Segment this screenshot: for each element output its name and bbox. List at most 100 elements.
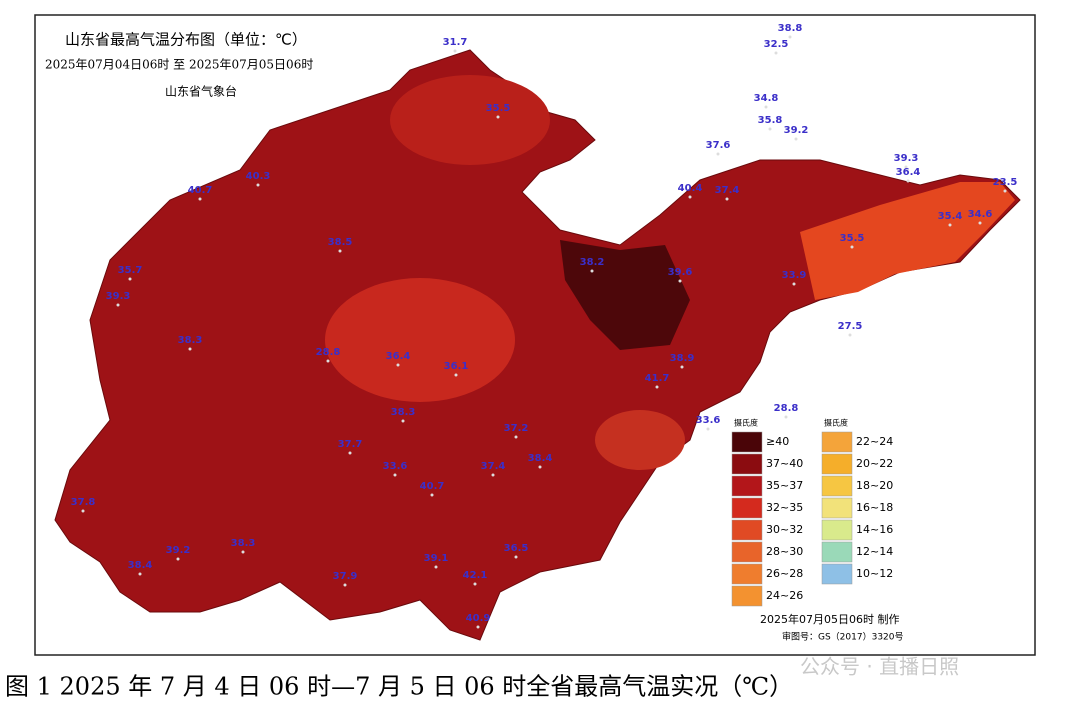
station-dot [788,35,792,39]
station-value: 40.7 [420,481,445,492]
legend-label: 10~12 [856,567,893,580]
station-value: 40.7 [188,185,213,196]
legend-swatch [731,585,763,607]
legend-label: 30~32 [766,523,803,536]
cool-zone [800,182,1015,300]
station-value: 39.3 [894,153,919,164]
station-dot [906,179,910,183]
station-value: 35.5 [486,103,511,114]
station-dot [904,165,908,169]
station-dot [473,582,477,586]
station-value: 38.4 [128,560,153,571]
station-dot [491,473,495,477]
station-value: 31.7 [443,37,468,48]
station-value: 33.9 [782,270,807,281]
legend-swatch [731,563,763,585]
station-dot [496,115,500,119]
legend: 摄氏度 ≥40 37~40 35~37 32~35 30~32 28~30 26~28 24~2… [725,412,893,612]
station-value: 39.1 [424,553,449,564]
station-value: 40.9 [466,613,491,624]
legend-label: 37~40 [766,457,803,470]
station-value: 42.1 [463,570,488,581]
station-value: 38.3 [391,407,416,418]
legend-label: ≥40 [766,435,789,448]
legend-swatch [821,541,853,563]
station-value: 27.5 [838,321,863,332]
watermark: 公众号 · 直播日照 [800,655,959,679]
legend-label: 16~18 [856,501,893,514]
legend-swatch [821,519,853,541]
station-dot [792,282,796,286]
station-dot [680,365,684,369]
legend-label: 14~16 [856,523,893,536]
station-dot [338,249,342,253]
station-value: 37.8 [71,497,96,508]
legend-unit: 摄氏度 [734,418,758,428]
caption: 图 1 2025 年 7 月 4 日 06 时—7 月 5 日 06 时全省最高… [5,673,793,701]
station-value: 28.8 [774,403,799,414]
station-value: 38.8 [778,23,803,34]
legend-label: 28~30 [766,545,803,558]
hot-zone [560,240,690,350]
station-dot [774,51,778,55]
station-value: 35.4 [938,211,963,222]
station-value: 37.4 [715,185,740,196]
station-value: 38.9 [670,353,695,364]
station-dot [188,347,192,351]
legend-label: 18~20 [856,479,893,492]
legend-label: 24~26 [766,589,803,602]
legend-swatch [731,431,763,453]
legend-swatch [731,475,763,497]
station-value: 36.1 [444,361,469,372]
station-value: 32.5 [764,39,789,50]
station-dot [241,550,245,554]
station-value: 38.5 [328,237,353,248]
station-value: 39.3 [106,291,131,302]
station-dot [393,473,397,477]
station-value: 36.4 [896,167,921,178]
station-value: 37.6 [706,140,731,151]
legend-label: 22~24 [856,435,893,448]
station-value: 37.2 [504,423,529,434]
station-dot [678,279,682,283]
legend-swatch [821,563,853,585]
station-value: 38.4 [528,453,553,464]
warm-zone [390,75,550,165]
station-dot [590,269,594,273]
station-value: 40.4 [678,183,703,194]
station-value: 37.4 [481,461,506,472]
station-value: 38.2 [580,257,605,268]
legend-swatch [821,431,853,453]
station-value: 35.7 [118,265,143,276]
station-dot [138,572,142,576]
station-dot [343,583,347,587]
station-value: 36.4 [386,351,411,362]
station-dot [688,195,692,199]
station-value: 39.2 [166,545,191,556]
station-dot [514,555,518,559]
station-dot [401,419,405,423]
legend-label: 35~37 [766,479,803,492]
legend-swatch [731,497,763,519]
station-dot [978,221,982,225]
station-value: 36.5 [504,543,529,554]
legend-swatch [731,453,763,475]
station-value: 38.3 [231,538,256,549]
station-dot [716,152,720,156]
station-dot [453,49,457,53]
station-dot [396,363,400,367]
province-shape [54,49,1021,641]
legend-unit: 摄氏度 [824,418,848,428]
station-dot [764,105,768,109]
station-dot [784,415,788,419]
station-dot [434,565,438,569]
station-dot [116,303,120,307]
warm-zone [325,278,515,402]
made-time: 2025年07月05日06时 制作 [760,612,899,626]
station-dot [514,435,518,439]
station-dot [348,451,352,455]
station-dot [430,493,434,497]
warm-zone [595,410,685,470]
station-value: 41.7 [645,373,670,384]
station-value: 40.3 [246,171,271,182]
